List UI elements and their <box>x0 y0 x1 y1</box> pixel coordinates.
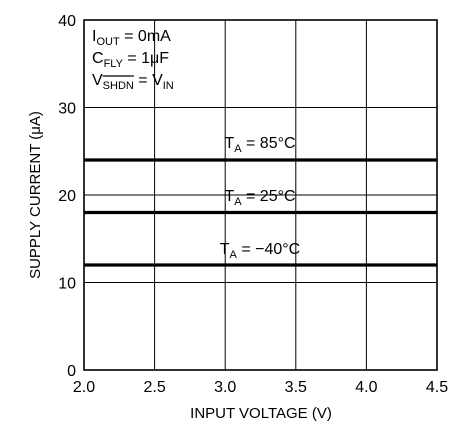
y-tick-label: 30 <box>58 101 76 118</box>
x-tick-label: 2.5 <box>143 379 165 396</box>
label-m40c: TA = −40°C <box>220 241 300 261</box>
y-tick-labels: 0 10 20 30 40 <box>58 13 76 380</box>
x-tick-label: 2.0 <box>73 379 95 396</box>
grid <box>84 20 437 370</box>
x-tick-label: 4.5 <box>426 379 448 396</box>
y-tick-label: 0 <box>67 363 76 380</box>
x-tick-label: 4.0 <box>355 379 377 396</box>
y-tick-label: 20 <box>58 188 76 205</box>
conditions-annotation: IOUT = 0mA CFLY = 1μF VSHDN = VIN <box>92 28 174 92</box>
condition-cfly: CFLY = 1μF <box>92 50 169 70</box>
x-tick-label: 3.0 <box>214 379 236 396</box>
y-tick-label: 10 <box>58 276 76 293</box>
series-lines <box>84 158 437 267</box>
y-axis-label: SUPPLY CURRENT (μA) <box>27 111 44 279</box>
y-tick-label: 40 <box>58 13 76 30</box>
series-labels: TA = 85°C TA = 25°C TA = −40°C <box>220 135 300 261</box>
plot-frame <box>83 19 438 371</box>
x-tick-label: 3.5 <box>285 379 307 396</box>
condition-vshdn: VSHDN = VIN <box>92 72 174 92</box>
condition-iout: IOUT = 0mA <box>92 28 171 48</box>
x-axis-label: INPUT VOLTAGE (V) <box>190 405 332 422</box>
label-85c: TA = 85°C <box>224 135 295 155</box>
label-25c: TA = 25°C <box>224 188 295 208</box>
x-tick-labels: 2.0 2.5 3.0 3.5 4.0 4.5 <box>73 379 448 396</box>
